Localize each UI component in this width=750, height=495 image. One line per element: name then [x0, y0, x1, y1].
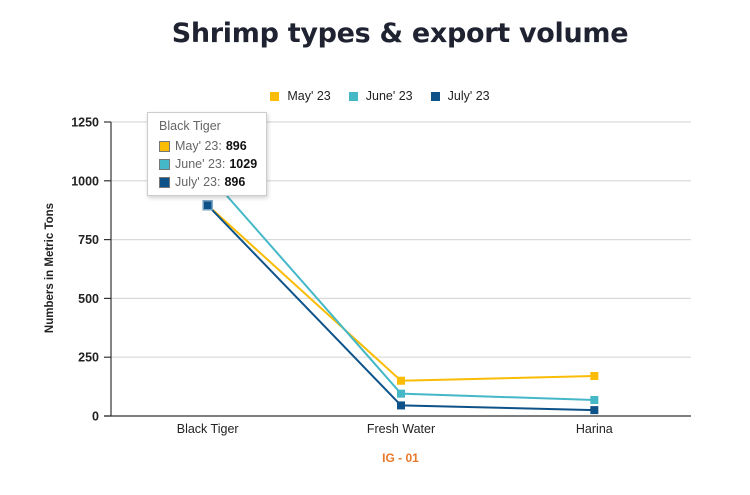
- figure-caption: IG - 01: [382, 451, 419, 465]
- tooltip-label: June' 23:: [175, 157, 226, 171]
- tooltip-label: May' 23:: [175, 139, 222, 153]
- series-lines[interactable]: [202, 169, 599, 415]
- tooltip-value: 896: [224, 175, 246, 189]
- legend-label: June' 23: [365, 89, 413, 103]
- x-tick-label: Black Tiger: [177, 422, 239, 436]
- tooltip-row: June' 23: 1029: [159, 155, 266, 173]
- x-tick-label: Harina: [576, 422, 613, 436]
- legend-swatch-icon: [348, 91, 358, 101]
- legend-item-july[interactable]: July' 23: [430, 89, 490, 103]
- data-point-marker[interactable]: [590, 372, 599, 381]
- tooltip: Black Tiger May' 23: 896 June' 23: 1029 …: [147, 112, 267, 196]
- y-tick-label: 750: [78, 233, 99, 247]
- y-tick-label: 500: [78, 292, 99, 306]
- legend-swatch-icon: [430, 91, 440, 101]
- data-point-marker[interactable]: [397, 389, 405, 398]
- y-tick-label: 1250: [71, 116, 99, 130]
- y-tick-label: 0: [92, 410, 99, 424]
- tooltip-row: July' 23: 896: [159, 173, 266, 191]
- tooltip-value: 896: [225, 139, 247, 153]
- swatch-icon: [159, 140, 170, 152]
- legend-swatch-icon: [270, 91, 280, 101]
- x-tick-label: Fresh Water: [367, 422, 435, 436]
- tooltip-row: May' 23: 896: [159, 137, 266, 155]
- tooltip-title: Black Tiger: [159, 119, 221, 133]
- series-line[interactable]: [206, 204, 595, 382]
- data-point-marker[interactable]: [590, 406, 599, 415]
- y-axis-ticks: 0 250 500 750 1000 1250: [71, 116, 111, 424]
- legend: May' 23 June' 23 July' 23: [0, 89, 750, 103]
- x-axis-labels: Black Tiger Fresh Water Harina: [177, 422, 613, 436]
- legend-label: July' 23: [447, 89, 490, 103]
- data-point-marker[interactable]: [590, 396, 599, 405]
- tooltip-label: July' 23:: [175, 175, 221, 189]
- chart-title: Shrimp types & export volume: [171, 18, 629, 49]
- y-tick-label: 250: [78, 351, 99, 365]
- data-point-marker[interactable]: [202, 200, 213, 211]
- swatch-icon: [159, 176, 170, 188]
- y-axis-title: Numbers in Metric Tons: [44, 202, 56, 334]
- legend-label: May' 23: [287, 89, 331, 103]
- data-point-marker[interactable]: [397, 401, 405, 410]
- data-point-marker[interactable]: [397, 376, 405, 385]
- series-line[interactable]: [206, 173, 595, 402]
- y-tick-label: 1000: [71, 174, 99, 188]
- legend-item-june[interactable]: June' 23: [348, 89, 413, 103]
- tooltip-value: 1029: [229, 157, 258, 171]
- legend-item-may[interactable]: May' 23: [270, 89, 331, 103]
- swatch-icon: [159, 158, 170, 170]
